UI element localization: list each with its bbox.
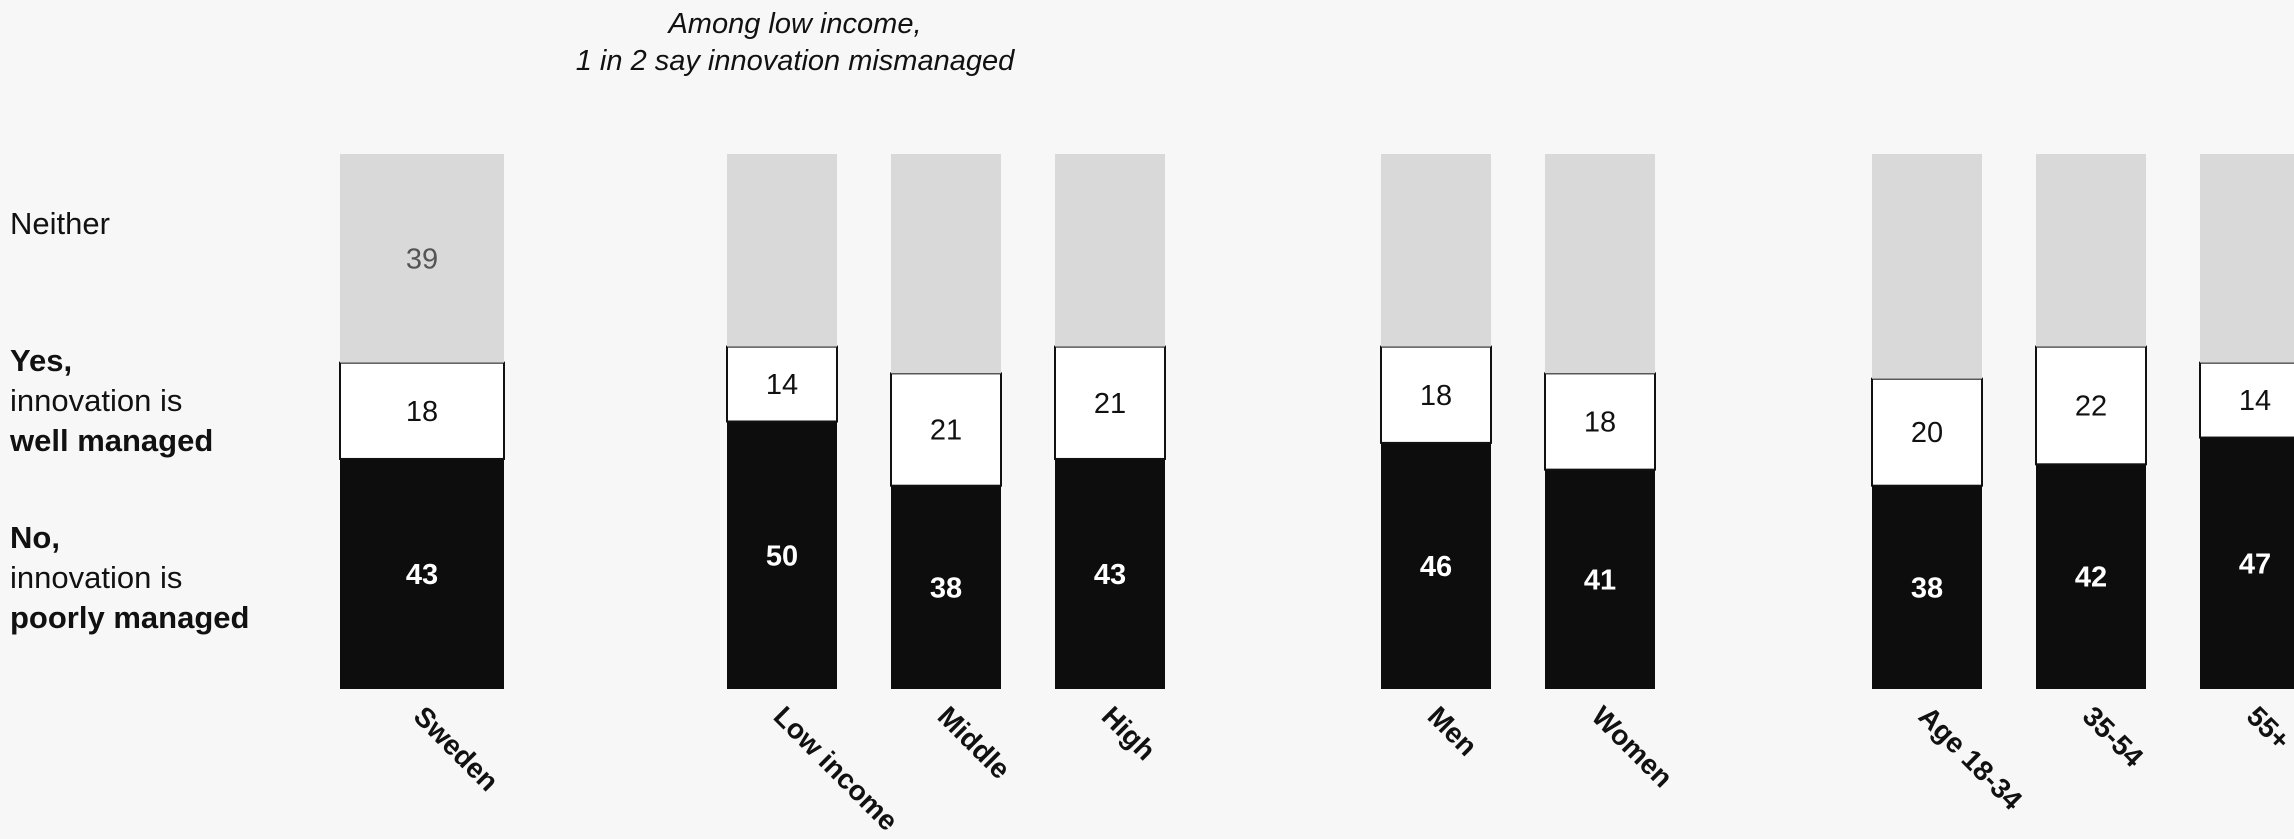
value-label-no-middle: 38 xyxy=(930,572,962,604)
row-label-yes: Yes, innovation is well managed xyxy=(10,341,213,461)
value-label-no-age-18-34: 38 xyxy=(1911,572,1943,604)
bar-yes-high xyxy=(1054,345,1166,460)
bar-yes-55 xyxy=(2199,361,2294,439)
bar-no-low-income xyxy=(727,421,837,689)
bar-no-35-54 xyxy=(2036,464,2146,689)
bar-no-middle xyxy=(891,485,1001,689)
value-label-yes-sweden: 18 xyxy=(406,396,438,428)
neither-label: Neither xyxy=(10,206,110,241)
bar-yes-35-54 xyxy=(2035,345,2147,466)
value-label-yes-high: 21 xyxy=(1094,388,1126,420)
bar-no-sweden xyxy=(340,458,504,689)
value-label-no-men: 46 xyxy=(1420,551,1452,583)
category-label-low-income: Low income xyxy=(768,700,904,836)
bar-yes-middle xyxy=(890,372,1002,487)
chart-annotation: Among low income, 1 in 2 say innovation … xyxy=(540,6,1050,80)
yes-label-line-2: innovation is xyxy=(10,383,183,418)
category-label-55: 55+ xyxy=(2241,700,2294,756)
category-label-sweden: Sweden xyxy=(408,700,505,797)
bar-yes-low-income xyxy=(726,345,838,423)
value-label-yes-middle: 21 xyxy=(930,415,962,447)
category-label-middle: Middle xyxy=(932,700,1017,785)
value-label-yes-low-income: 14 xyxy=(766,369,798,401)
bar-yes-men xyxy=(1380,345,1492,444)
bar-yes-age-18-34 xyxy=(1871,377,1983,487)
yes-label-line-1: Yes, xyxy=(10,343,73,378)
bar-no-women xyxy=(1545,469,1655,689)
value-label-yes-35-54: 22 xyxy=(2075,390,2107,422)
bar-neither-low-income xyxy=(727,154,837,347)
value-label-no-low-income: 50 xyxy=(766,540,798,572)
value-label-yes-men: 18 xyxy=(1420,380,1452,412)
value-label-neither-sweden: 39 xyxy=(406,243,438,275)
annotation-line-1: Among low income, xyxy=(668,8,922,40)
value-label-yes-women: 18 xyxy=(1584,407,1616,439)
bar-neither-55 xyxy=(2200,154,2294,363)
category-label-high: High xyxy=(1096,700,1162,766)
value-label-no-high: 43 xyxy=(1094,559,1126,591)
bar-neither-men xyxy=(1381,154,1491,347)
bar-neither-35-54 xyxy=(2036,154,2146,347)
bar-no-55 xyxy=(2200,437,2294,689)
value-label-yes-55: 14 xyxy=(2239,385,2271,417)
bar-neither-sweden xyxy=(340,154,504,363)
value-label-no-35-54: 42 xyxy=(2075,562,2107,594)
value-label-no-women: 41 xyxy=(1584,564,1616,596)
bar-neither-high xyxy=(1055,154,1165,347)
bar-neither-age-18-34 xyxy=(1872,154,1982,379)
value-label-no-sweden: 43 xyxy=(406,559,438,591)
no-label-line-2: innovation is xyxy=(10,560,183,595)
bar-neither-women xyxy=(1545,154,1655,374)
category-label-35-54: 35-54 xyxy=(2077,700,2150,773)
yes-label-line-3: well managed xyxy=(10,423,214,458)
bar-yes-women xyxy=(1544,372,1656,471)
value-label-no-55: 47 xyxy=(2239,548,2271,580)
annotation-line-2: 1 in 2 say innovation mismanaged xyxy=(575,45,1015,77)
bar-no-high xyxy=(1055,458,1165,689)
no-label-line-1: No, xyxy=(10,520,60,555)
row-label-no: No, innovation is poorly managed xyxy=(10,518,249,638)
category-label-women: Women xyxy=(1586,700,1679,793)
bar-no-age-18-34 xyxy=(1872,485,1982,689)
category-label-men: Men xyxy=(1422,700,1484,762)
row-label-neither: Neither xyxy=(10,204,110,244)
bar-no-men xyxy=(1381,442,1491,689)
bar-yes-sweden xyxy=(339,361,505,460)
no-label-line-3: poorly managed xyxy=(10,600,250,635)
category-label-age-18-34: Age 18-34 xyxy=(1913,700,2029,816)
bar-neither-middle xyxy=(891,154,1001,374)
value-label-yes-age-18-34: 20 xyxy=(1911,417,1943,449)
